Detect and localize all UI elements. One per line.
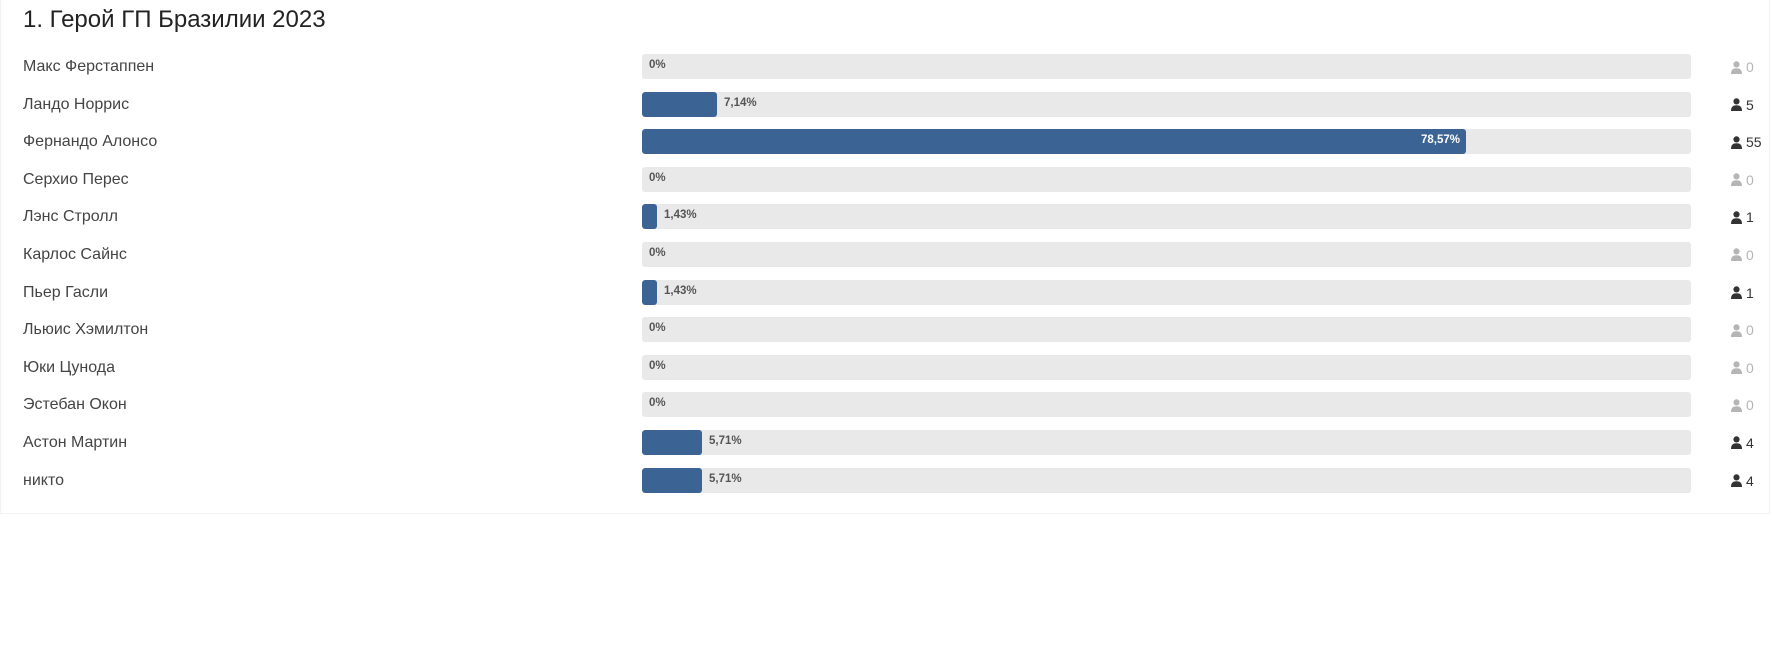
poll-bar-fill (642, 91, 717, 117)
user-icon (1731, 323, 1742, 337)
poll-bar-track: 0% (642, 392, 1691, 418)
poll-vote-count: 0 (1731, 247, 1754, 263)
poll-vote-number: 0 (1746, 322, 1754, 339)
poll-title: 1. Герой ГП Бразилии 2023 (23, 6, 326, 33)
poll-options-list: Макс Ферстаппен 0% 0 Ландо Норрис 7,14% 5 Ферн… (1, 52, 1769, 503)
poll-vote-count: 0 (1731, 59, 1754, 75)
poll-option-row: Льюис Хэмилтон 0% 0 (1, 315, 1769, 353)
poll-option-row: Ландо Норрис 7,14% 5 (1, 90, 1769, 128)
poll-option-row: никто 5,71% 4 (1, 466, 1769, 504)
poll-bar-track: 7,14% (642, 91, 1691, 117)
poll-option-label: никто (23, 471, 64, 489)
poll-vote-count: 4 (1731, 435, 1754, 451)
poll-vote-count: 5 (1731, 97, 1754, 113)
poll-option-label: Макс Ферстаппен (23, 58, 155, 75)
poll-bar-fill (642, 204, 657, 230)
user-icon (1731, 361, 1742, 375)
user-icon (1731, 60, 1742, 74)
user-icon (1731, 135, 1742, 149)
poll-option-label: Серхио Перес (23, 170, 129, 188)
poll-bar-track: 78,57% (642, 129, 1691, 155)
poll-option-row: Макс Ферстаппен 0% 0 (1, 52, 1769, 90)
poll-option-label: Эстебан Окон (23, 396, 127, 414)
poll-option-label: Карлос Сайнс (23, 245, 127, 263)
poll-vote-number: 55 (1746, 134, 1762, 151)
poll-percent-label: 0% (649, 322, 666, 335)
user-icon (1731, 173, 1742, 187)
poll-vote-number: 5 (1746, 96, 1754, 113)
poll-vote-number: 0 (1746, 359, 1754, 376)
poll-vote-count: 0 (1731, 397, 1754, 413)
poll-bar-track: 0% (642, 166, 1691, 192)
poll-percent-label: 0% (649, 59, 666, 71)
poll-percent-label: 0% (649, 397, 666, 410)
user-icon (1731, 474, 1742, 488)
poll-percent-label: 0% (649, 246, 666, 259)
poll-option-label: Фернандо Алонсо (23, 133, 158, 151)
user-icon (1731, 286, 1742, 300)
poll-vote-number: 0 (1746, 397, 1754, 414)
poll-vote-number: 0 (1746, 171, 1754, 188)
poll-option-row: Юки Цунода 0% 0 (1, 353, 1769, 391)
poll-bar-fill (642, 467, 702, 493)
poll-percent-label: 5,71% (709, 472, 742, 485)
poll-widget: 1. Герой ГП Бразилии 2023 Макс Ферстаппе… (0, 0, 1770, 514)
poll-bar-track: 0% (642, 354, 1691, 380)
poll-percent-label: 5,71% (709, 434, 742, 447)
poll-vote-count: 0 (1731, 172, 1754, 188)
poll-vote-count: 1 (1731, 285, 1754, 301)
poll-option-label: Пьер Гасли (23, 283, 109, 301)
poll-vote-number: 1 (1746, 209, 1754, 226)
poll-percent-label: 78,57% (1420, 134, 1460, 147)
poll-bar-track: 0% (642, 317, 1691, 343)
poll-percent-label: 1,43% (664, 284, 697, 297)
poll-vote-count: 0 (1731, 360, 1754, 376)
user-icon (1731, 211, 1742, 224)
poll-option-row: Карлос Сайнс 0% 0 (1, 240, 1769, 278)
poll-bar-track: 1,43% (642, 204, 1691, 230)
poll-vote-number: 0 (1746, 246, 1754, 263)
poll-option-label: Лэнс Стролл (23, 208, 118, 226)
poll-bar-fill (642, 279, 657, 305)
poll-option-row: Фернандо Алонсо 78,57% 55 (1, 127, 1769, 165)
user-icon (1731, 436, 1742, 450)
poll-option-row: Лэнс Стролл 1,43% 1 (1, 202, 1769, 240)
poll-percent-label: 0% (649, 359, 666, 372)
poll-option-label: Юки Цунода (23, 358, 115, 376)
poll-bar-fill (642, 129, 1466, 155)
poll-vote-number: 4 (1746, 472, 1754, 489)
poll-percent-label: 1,43% (664, 209, 697, 222)
poll-option-label: Льюис Хэмилтон (23, 321, 149, 339)
poll-option-row: Эстебан Окон 0% 0 (1, 390, 1769, 428)
poll-bar-track: 5,71% (642, 467, 1691, 493)
poll-percent-label: 0% (649, 171, 666, 184)
poll-bar-track: 5,71% (642, 429, 1691, 455)
user-icon (1731, 98, 1742, 112)
poll-vote-count: 1 (1731, 209, 1754, 225)
poll-vote-number: 0 (1746, 59, 1754, 75)
poll-option-row: Серхио Перес 0% 0 (1, 165, 1769, 203)
poll-vote-count: 55 (1731, 134, 1762, 150)
poll-option-label: Астон Мартин (23, 433, 128, 451)
poll-vote-number: 4 (1746, 434, 1754, 451)
user-icon (1731, 248, 1742, 262)
poll-vote-count: 4 (1731, 473, 1754, 489)
user-icon (1731, 399, 1742, 412)
poll-vote-count: 0 (1731, 322, 1754, 338)
poll-bar-fill (642, 429, 702, 455)
poll-percent-label: 7,14% (724, 96, 757, 109)
poll-bar-track: 0% (642, 54, 1691, 79)
poll-bar-track: 1,43% (642, 279, 1691, 305)
poll-vote-number: 1 (1746, 284, 1754, 301)
poll-bar-track: 0% (642, 241, 1691, 267)
poll-option-row: Пьер Гасли 1,43% 1 (1, 278, 1769, 316)
poll-option-row: Астон Мартин 5,71% 4 (1, 428, 1769, 466)
poll-option-label: Ландо Норрис (23, 95, 130, 113)
